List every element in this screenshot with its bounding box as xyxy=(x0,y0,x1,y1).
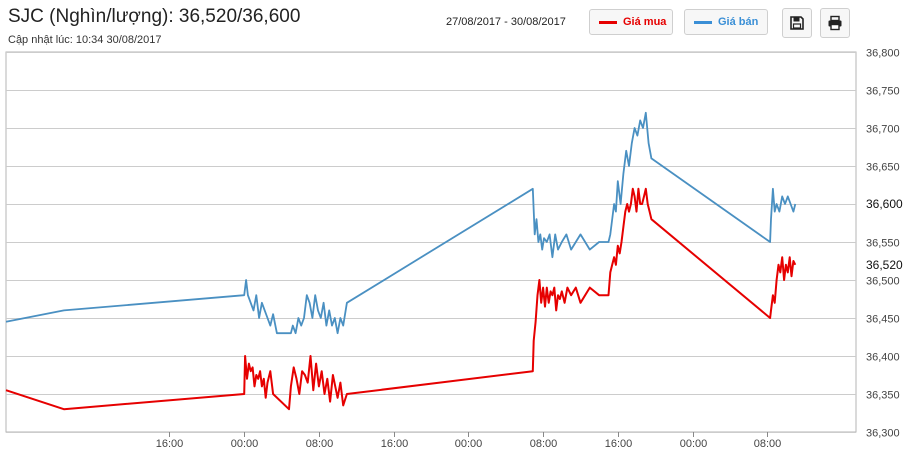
grid-lines xyxy=(5,51,857,437)
print-button[interactable] xyxy=(820,8,850,38)
x-tick-label: 16:00 xyxy=(605,438,633,450)
x-tick-label: 00:00 xyxy=(680,438,708,450)
y-tick-label: 36,300 xyxy=(866,428,900,440)
y-tick-label: 36,700 xyxy=(866,124,900,136)
x-tick-label: 16:00 xyxy=(156,438,184,450)
series-line xyxy=(5,111,797,335)
x-tick-label: 16:00 xyxy=(381,438,409,450)
y-tick-label: 36,500 xyxy=(866,276,900,288)
y-tick-label: 36,400 xyxy=(866,352,900,364)
x-tick-label: 00:00 xyxy=(455,438,483,450)
y-tick-label: 36,350 xyxy=(866,390,900,402)
axis-labels: 36,300 36,350 36,400 36,450 36,500 36,550 36,6… xyxy=(156,48,912,450)
legend-sell-swatch xyxy=(694,20,712,24)
legend-sell-label: Giá bán xyxy=(718,16,759,28)
x-tick-label: 00:00 xyxy=(231,438,259,450)
update-timestamp: Cập nhật lúc: 10:34 30/08/2017 xyxy=(8,34,162,46)
x-tick-label: 08:00 xyxy=(306,438,334,450)
date-range[interactable]: 27/08/2017 - 30/08/2017 xyxy=(446,16,566,28)
legend-sell-button[interactable]: Giá bán xyxy=(684,9,768,35)
y-tick-label: 36,550 xyxy=(866,238,900,250)
x-tick-label: 08:00 xyxy=(530,438,558,450)
print-icon xyxy=(828,15,842,31)
save-button[interactable] xyxy=(782,8,812,38)
current-buy-label-bg xyxy=(860,256,912,273)
current-sell-label: 36,600 xyxy=(866,197,903,211)
legend-buy-button[interactable]: Giá mua xyxy=(589,9,673,35)
chart-title: SJC (Nghìn/lượng): 36,520/36,600 xyxy=(8,6,301,27)
save-icon xyxy=(790,16,804,30)
legend-buy-swatch xyxy=(599,20,617,24)
series-lines xyxy=(5,111,797,411)
current-buy-label: 36,520 xyxy=(866,258,903,272)
x-tick-label: 08:00 xyxy=(754,438,782,450)
y-tick-label: 36,750 xyxy=(866,86,900,98)
current-sell-label-bg xyxy=(860,196,912,212)
y-tick-label: 36,650 xyxy=(866,162,900,174)
legend-buy-label: Giá mua xyxy=(623,16,667,28)
y-tick-label: 36,800 xyxy=(866,48,900,60)
y-tick-label: 36,450 xyxy=(866,314,900,326)
series-line xyxy=(5,187,797,411)
